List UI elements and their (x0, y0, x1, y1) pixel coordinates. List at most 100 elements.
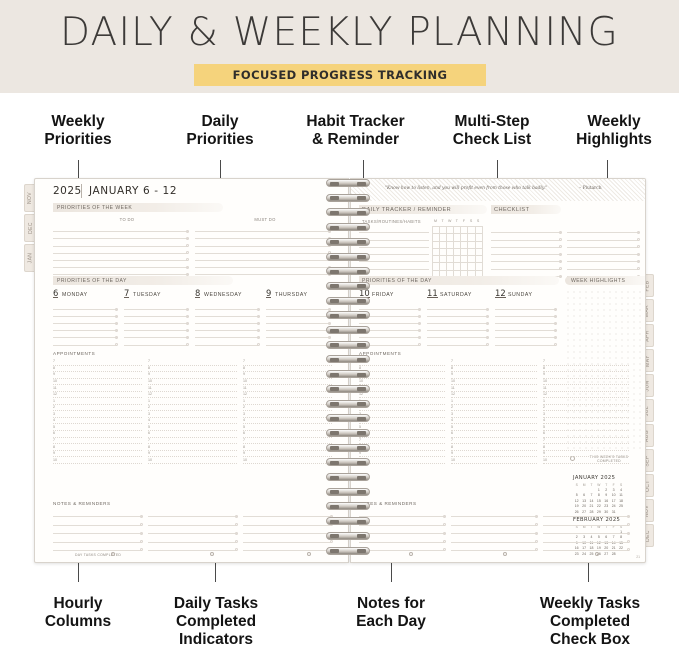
ruled-line[interactable] (243, 526, 333, 535)
tracker-cell[interactable] (439, 247, 448, 257)
ruled-line[interactable] (491, 226, 562, 234)
hour-row[interactable]: 9 (148, 451, 237, 458)
mini-calendar-day[interactable]: 6 (605, 535, 608, 540)
tracker-cell[interactable] (460, 240, 469, 249)
notes-column[interactable] (243, 509, 333, 552)
mini-calendar-day[interactable]: 1 (597, 487, 600, 492)
ruled-line[interactable] (543, 517, 630, 527)
task-check-circle[interactable] (328, 321, 331, 325)
mini-calendar-day[interactable]: 3 (583, 535, 586, 540)
tracker-cell[interactable] (446, 225, 455, 235)
mini-calendar-day[interactable]: 10 (582, 540, 587, 545)
ruled-line[interactable] (53, 268, 189, 276)
mini-calendar-day[interactable]: 2 (575, 535, 578, 540)
hour-row[interactable]: 9 (148, 372, 237, 379)
task-check-circle[interactable] (637, 252, 640, 256)
mini-calendar-day[interactable]: 15 (596, 498, 601, 503)
note-check-circle[interactable] (443, 540, 446, 544)
note-check-circle[interactable] (140, 531, 143, 535)
hour-row[interactable]: 2 (53, 405, 142, 412)
ruled-line[interactable] (124, 324, 189, 332)
mini-calendar-day[interactable]: 25 (589, 551, 594, 556)
note-check-circle[interactable] (443, 531, 446, 535)
task-check-circle[interactable] (637, 230, 640, 234)
ruled-line[interactable] (427, 303, 489, 311)
tracker-cell[interactable] (467, 225, 476, 235)
hour-row[interactable]: 7 (243, 359, 332, 366)
hour-row[interactable]: 7 (543, 359, 629, 366)
day-priority-lines-tuesday[interactable] (124, 303, 189, 347)
tracker-cell[interactable] (453, 225, 462, 235)
task-check-circle[interactable] (554, 314, 557, 318)
mini-calendar-day[interactable]: 20 (582, 504, 587, 509)
ruled-line[interactable] (53, 239, 189, 248)
task-check-circle[interactable] (559, 259, 562, 263)
hour-row[interactable]: 8 (543, 444, 629, 451)
tracker-cell[interactable] (453, 240, 462, 249)
task-check-circle[interactable] (115, 307, 118, 311)
hour-row[interactable]: 8 (243, 444, 332, 451)
tracker-cell[interactable] (460, 262, 469, 271)
mini-calendar-day[interactable] (617, 552, 624, 557)
task-check-circle[interactable] (186, 321, 189, 325)
mini-calendar-day[interactable]: 23 (574, 551, 579, 556)
day-priority-lines-saturday[interactable] (427, 303, 489, 347)
hour-row[interactable]: 4 (148, 418, 237, 425)
ruled-line[interactable] (195, 247, 331, 255)
ruled-line[interactable] (495, 324, 557, 332)
ruled-line[interactable] (53, 517, 143, 527)
ruled-line[interactable] (53, 534, 143, 544)
tracker-cell[interactable] (446, 247, 455, 257)
task-check-circle[interactable] (115, 328, 118, 332)
task-check-circle[interactable] (257, 335, 260, 339)
ruled-line[interactable] (359, 338, 421, 347)
hour-row[interactable]: 3 (243, 411, 332, 418)
hour-row[interactable]: 8 (543, 366, 629, 373)
hour-row[interactable]: 10 (243, 457, 332, 464)
hour-row[interactable]: 3 (451, 411, 537, 418)
mini-calendar-january[interactable]: JANUARY 2025 S M T W T F S 1 2 3 4 5 6 7 8 9 10 11 12 13 14 15… (573, 475, 625, 515)
day-priority-lines-friday[interactable] (359, 303, 421, 347)
task-check-circle[interactable] (186, 307, 189, 311)
tracker-cell[interactable] (460, 233, 469, 242)
task-check-circle[interactable] (257, 307, 260, 311)
day-tasks-completed-checkbox-5[interactable] (503, 552, 507, 556)
hour-row[interactable]: 5 (543, 424, 629, 432)
notes-column[interactable] (359, 509, 446, 552)
ruled-line[interactable] (53, 310, 118, 318)
task-check-circle[interactable] (186, 328, 189, 332)
note-check-circle[interactable] (140, 540, 143, 544)
tracker-cell[interactable] (439, 225, 448, 235)
ruled-line[interactable] (243, 543, 333, 552)
ruled-line[interactable] (491, 241, 562, 249)
day-tasks-completed-checkbox-3[interactable] (307, 552, 311, 556)
tracker-cell[interactable] (439, 233, 448, 242)
mini-calendar-day[interactable]: 13 (582, 498, 587, 503)
ruled-line[interactable] (543, 509, 630, 518)
ruled-line[interactable] (427, 338, 489, 347)
day-tasks-completed-checkbox-6[interactable] (595, 552, 599, 556)
task-check-circle[interactable] (559, 274, 562, 278)
tracker-cell[interactable] (446, 233, 455, 242)
mini-calendar-day[interactable]: 22 (596, 504, 601, 509)
ruled-line[interactable] (53, 324, 118, 332)
hour-row[interactable]: 3 (148, 411, 237, 418)
hour-row[interactable]: 4 (53, 418, 142, 425)
hour-row[interactable]: 8 (243, 366, 332, 373)
ruled-line[interactable] (53, 254, 189, 262)
note-check-circle[interactable] (443, 514, 446, 518)
checklist-lines-a[interactable] (491, 226, 562, 278)
mini-calendar-day[interactable]: 25 (619, 504, 623, 509)
ruled-line[interactable] (53, 509, 143, 518)
note-check-circle[interactable] (627, 514, 630, 518)
hour-row[interactable]: 8 (53, 444, 142, 451)
mini-calendar-day[interactable]: 4 (620, 487, 623, 492)
mini-calendar-day[interactable]: 13 (604, 540, 609, 545)
hour-row[interactable]: 8 (53, 366, 142, 373)
task-check-circle[interactable] (186, 258, 189, 262)
tracker-cell[interactable] (453, 262, 462, 271)
task-check-circle[interactable] (257, 321, 260, 325)
